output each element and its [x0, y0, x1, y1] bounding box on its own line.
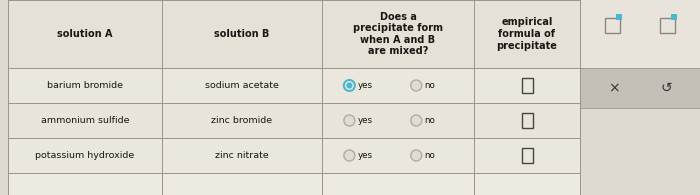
Bar	[522, 78, 533, 93]
Text: yes: yes	[358, 116, 373, 125]
Bar	[660, 18, 675, 33]
Circle shape	[411, 150, 421, 161]
Bar	[580, 0, 700, 195]
Circle shape	[344, 150, 355, 161]
Bar	[605, 18, 620, 33]
Text: yes: yes	[358, 81, 373, 90]
Text: ×: ×	[608, 81, 620, 95]
Bar	[8, 103, 580, 138]
Bar	[8, 0, 580, 68]
Text: potassium hydroxide: potassium hydroxide	[36, 151, 134, 160]
Bar	[522, 113, 533, 128]
Bar	[8, 68, 580, 103]
Text: no: no	[425, 81, 435, 90]
Text: zinc nitrate: zinc nitrate	[215, 151, 269, 160]
Bar	[671, 13, 677, 20]
Bar	[8, 0, 580, 195]
Circle shape	[346, 82, 352, 89]
Text: solution B: solution B	[214, 29, 270, 39]
Text: Does a
precipitate form
when A and B
are mixed?: Does a precipitate form when A and B are…	[353, 12, 443, 56]
Circle shape	[344, 115, 355, 126]
Text: empirical
formula of
precipitate: empirical formula of precipitate	[496, 17, 557, 51]
Text: sodium acetate: sodium acetate	[205, 81, 279, 90]
Bar	[616, 13, 622, 20]
Bar	[8, 138, 580, 173]
Circle shape	[411, 115, 421, 126]
Text: solution A: solution A	[57, 29, 113, 39]
Bar	[580, 68, 700, 108]
Text: ↺: ↺	[661, 81, 672, 95]
Text: no: no	[425, 151, 435, 160]
Text: barium bromide: barium bromide	[47, 81, 123, 90]
Text: no: no	[425, 116, 435, 125]
Bar	[580, 0, 700, 68]
Text: yes: yes	[358, 151, 373, 160]
Text: zinc bromide: zinc bromide	[211, 116, 272, 125]
Text: ammonium sulfide: ammonium sulfide	[41, 116, 130, 125]
Bar	[522, 148, 533, 163]
Circle shape	[411, 80, 421, 91]
